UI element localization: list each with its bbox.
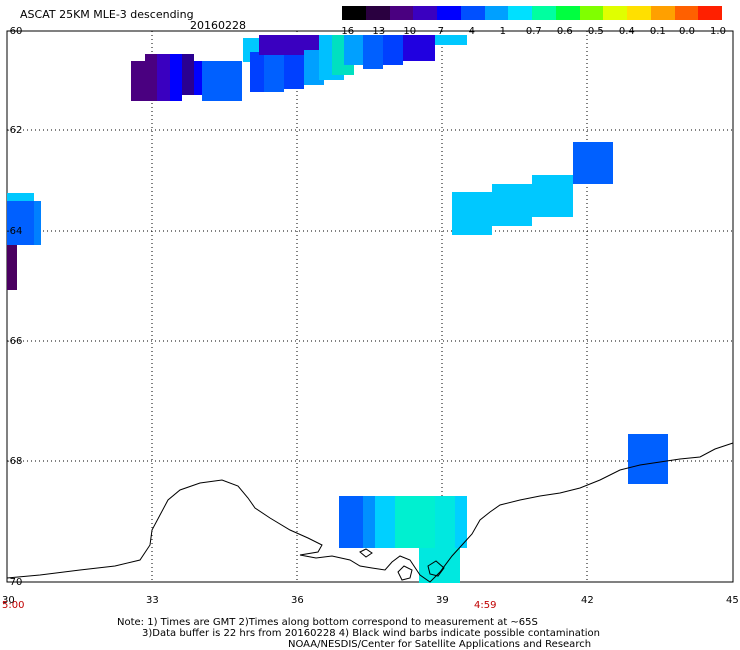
time-end-label: 4:59 xyxy=(474,600,497,611)
swath-cell xyxy=(259,35,289,55)
lat-label: -64 xyxy=(6,226,23,237)
lon-label: 36 xyxy=(291,595,304,606)
colorbar-swatch xyxy=(460,6,485,20)
swath-cell xyxy=(170,54,182,101)
swath-cell xyxy=(202,61,242,101)
lon-label: 39 xyxy=(436,595,449,606)
coastline xyxy=(6,442,734,583)
note-line-3: NOAA/NESDIS/Center for Satellite Applica… xyxy=(288,639,592,650)
lat-label: -68 xyxy=(6,456,23,467)
lat-label: -62 xyxy=(6,125,23,136)
colorbar-swatch xyxy=(484,6,509,20)
swath-cell xyxy=(34,201,41,245)
note-line-1: Note: 1) Times are GMT 2)Times along bot… xyxy=(117,617,538,628)
swath-cell xyxy=(455,496,467,548)
time-start-label: 5:00 xyxy=(2,600,25,611)
colorbar-swatch xyxy=(437,6,461,20)
colorbar-swatch xyxy=(532,6,556,20)
swath-cell xyxy=(363,35,383,69)
swath-cell xyxy=(573,142,613,184)
swath-cell xyxy=(157,54,170,101)
colorbar-swatch xyxy=(698,6,722,20)
lat-label: -70 xyxy=(6,577,23,588)
swath-cell xyxy=(194,61,204,95)
colorbar-swatch xyxy=(389,6,414,20)
colorbar-swatch xyxy=(508,6,532,20)
swath-cell xyxy=(7,245,17,290)
swath-cell xyxy=(339,496,363,548)
wind-swaths xyxy=(7,35,668,583)
map-date: 20160228 xyxy=(190,19,246,32)
lon-label: 42 xyxy=(581,595,594,606)
colorbar-swatch xyxy=(650,6,675,20)
colorbar-swatch xyxy=(627,6,651,20)
swath-cell xyxy=(363,496,375,548)
colorbar-swatch xyxy=(342,6,366,20)
swath-cell xyxy=(435,35,467,45)
swath-cell xyxy=(435,496,455,548)
swath-cell xyxy=(250,52,264,92)
lon-label: 45 xyxy=(726,595,739,606)
swath-cell xyxy=(145,54,157,101)
swath-cell xyxy=(7,201,34,245)
swath-cell xyxy=(492,184,532,226)
lon-label: 33 xyxy=(146,595,159,606)
lat-label: -66 xyxy=(6,336,23,347)
swath-cell xyxy=(395,496,435,548)
note-line-2: 3)Data buffer is 22 hrs from 20160228 4)… xyxy=(142,628,600,639)
lat-label: -60 xyxy=(6,26,23,37)
swath-cell xyxy=(383,35,403,65)
colorbar-swatch xyxy=(674,6,699,20)
swath-cell xyxy=(7,193,34,203)
swath-cell xyxy=(375,496,395,548)
colorbar-swatch xyxy=(603,6,627,20)
colorbar-swatch xyxy=(579,6,604,20)
swath-cell xyxy=(403,35,435,61)
graticule xyxy=(7,31,733,582)
swath-cell xyxy=(452,192,492,235)
swath-cell xyxy=(344,35,364,65)
colorbar xyxy=(342,6,722,20)
colorbar-swatch xyxy=(365,6,390,20)
colorbar-swatch xyxy=(413,6,437,20)
map-title: ASCAT 25KM MLE-3 descending xyxy=(20,8,194,21)
swath-cell xyxy=(419,548,460,583)
swath-cell xyxy=(131,61,145,101)
swath-cell xyxy=(264,55,284,92)
swath-cell xyxy=(182,54,194,95)
swath-cell xyxy=(532,175,573,217)
swath-cell xyxy=(628,434,668,484)
lon-label: 30 xyxy=(2,595,15,606)
plot-frame xyxy=(6,30,734,583)
colorbar-swatch xyxy=(555,6,580,20)
swath-cell xyxy=(284,55,304,89)
